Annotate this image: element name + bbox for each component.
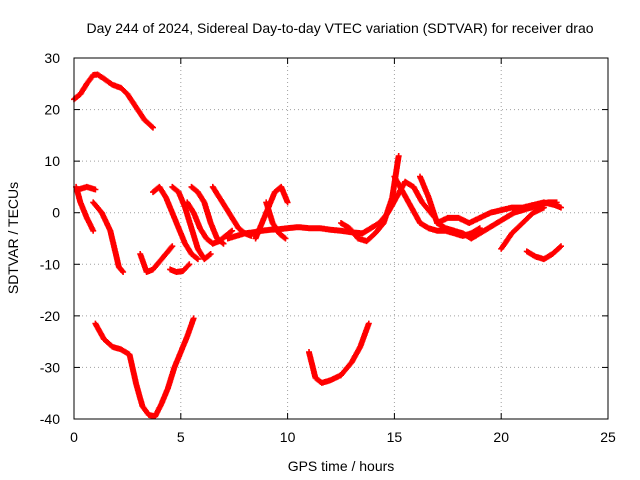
- y-tick-label: -30: [40, 359, 60, 375]
- series-1: [73, 183, 97, 234]
- y-tick-label: 10: [44, 153, 60, 169]
- data-series: [71, 71, 564, 420]
- series-21: [498, 204, 547, 252]
- series-markers: [306, 320, 372, 386]
- series-4: [92, 315, 197, 420]
- series-markers: [169, 183, 214, 263]
- y-tick-label: -20: [40, 308, 60, 324]
- x-tick-label: 25: [600, 429, 616, 445]
- y-axis-label: SDTVAR / TECUs: [5, 182, 21, 294]
- x-tick-label: 5: [177, 429, 185, 445]
- series-markers: [137, 243, 176, 275]
- grid-lines: [74, 58, 608, 419]
- series-22: [523, 243, 564, 263]
- series-markers: [434, 199, 564, 226]
- series-markers: [263, 199, 289, 242]
- x-axis-label: GPS time / hours: [288, 458, 395, 474]
- series-markers: [75, 183, 99, 193]
- x-tick-label: 15: [387, 429, 403, 445]
- series-markers: [498, 204, 547, 252]
- chart-title: Day 244 of 2024, Sidereal Day-to-day VTE…: [86, 20, 593, 36]
- series-markers: [90, 199, 127, 275]
- series-7: [169, 183, 214, 263]
- plot-frame: [73, 57, 609, 420]
- y-tick-label: 20: [44, 102, 60, 118]
- series-3: [90, 199, 127, 275]
- series-0: [71, 71, 156, 131]
- y-tick-label: 0: [52, 205, 60, 221]
- axis-ticks: 0 5 10 15 20 25 30 20 10 0 -10 -20 -30 -40: [40, 50, 616, 445]
- y-tick-label: 30: [44, 50, 60, 66]
- series-markers: [71, 71, 156, 131]
- x-tick-label: 20: [493, 429, 509, 445]
- series-markers: [150, 183, 201, 263]
- series-14: [263, 199, 289, 242]
- series-15: [306, 320, 372, 386]
- series-8: [167, 261, 193, 275]
- series-20: [434, 199, 564, 226]
- series-markers: [167, 261, 193, 275]
- series-10: [184, 199, 236, 247]
- series-markers: [73, 183, 97, 234]
- series-markers: [523, 243, 564, 263]
- x-tick-label: 10: [280, 429, 296, 445]
- series-2: [75, 183, 99, 193]
- series-5: [137, 243, 176, 275]
- series-6: [150, 183, 201, 263]
- x-tick-label: 0: [70, 429, 78, 445]
- series-markers: [92, 315, 197, 420]
- y-tick-label: -40: [40, 411, 60, 427]
- series-markers: [184, 199, 236, 247]
- y-tick-label: -10: [40, 256, 60, 272]
